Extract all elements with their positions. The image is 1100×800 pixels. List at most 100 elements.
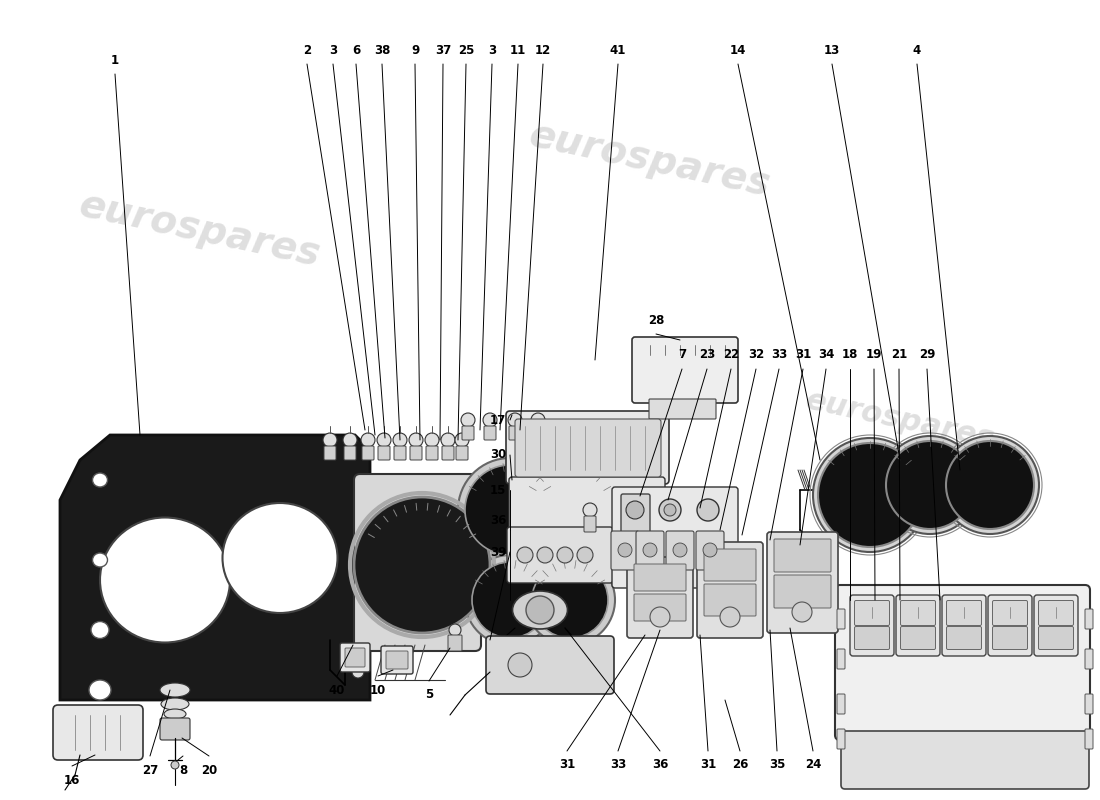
FancyBboxPatch shape <box>354 474 481 651</box>
Text: 17: 17 <box>490 414 506 426</box>
Text: 28: 28 <box>648 314 664 326</box>
FancyBboxPatch shape <box>1038 601 1074 626</box>
Circle shape <box>518 458 622 562</box>
Circle shape <box>644 543 657 557</box>
Circle shape <box>361 433 375 447</box>
Text: 36: 36 <box>652 758 668 771</box>
Text: 3: 3 <box>488 43 496 57</box>
FancyBboxPatch shape <box>448 635 462 651</box>
Polygon shape <box>60 435 370 700</box>
Circle shape <box>557 547 573 563</box>
Circle shape <box>818 443 922 547</box>
FancyBboxPatch shape <box>386 651 408 669</box>
FancyBboxPatch shape <box>426 446 438 460</box>
Ellipse shape <box>92 473 108 487</box>
FancyBboxPatch shape <box>901 601 935 626</box>
FancyBboxPatch shape <box>484 426 496 440</box>
Circle shape <box>409 433 424 447</box>
Text: 22: 22 <box>723 349 739 362</box>
FancyBboxPatch shape <box>896 595 940 656</box>
Text: 37: 37 <box>434 43 451 57</box>
Circle shape <box>425 433 439 447</box>
Ellipse shape <box>164 709 186 719</box>
FancyBboxPatch shape <box>1085 694 1093 714</box>
FancyBboxPatch shape <box>160 718 190 740</box>
FancyBboxPatch shape <box>584 516 596 532</box>
Circle shape <box>525 555 615 645</box>
Circle shape <box>170 761 179 769</box>
Circle shape <box>531 413 544 427</box>
Text: 21: 21 <box>891 349 908 362</box>
Text: 11: 11 <box>510 43 526 57</box>
FancyBboxPatch shape <box>610 531 639 570</box>
Circle shape <box>720 607 740 627</box>
FancyBboxPatch shape <box>486 636 614 694</box>
Circle shape <box>465 555 556 645</box>
Circle shape <box>455 433 469 447</box>
Text: 18: 18 <box>842 349 858 362</box>
FancyBboxPatch shape <box>1038 626 1074 650</box>
Ellipse shape <box>160 683 190 697</box>
Text: 8: 8 <box>179 763 187 777</box>
Circle shape <box>508 653 532 677</box>
Text: 36: 36 <box>490 514 506 526</box>
FancyBboxPatch shape <box>381 646 412 674</box>
FancyBboxPatch shape <box>456 446 468 460</box>
Circle shape <box>517 547 534 563</box>
Circle shape <box>946 441 1034 529</box>
Circle shape <box>650 607 670 627</box>
Text: 31: 31 <box>795 349 811 362</box>
Ellipse shape <box>513 591 568 629</box>
FancyBboxPatch shape <box>362 446 374 460</box>
Text: 35: 35 <box>769 758 785 771</box>
FancyBboxPatch shape <box>53 705 143 760</box>
Circle shape <box>525 465 615 555</box>
FancyBboxPatch shape <box>837 649 845 669</box>
Text: 33: 33 <box>609 758 626 771</box>
Text: 26: 26 <box>732 758 748 771</box>
FancyBboxPatch shape <box>532 426 544 440</box>
Text: 3: 3 <box>329 43 337 57</box>
Circle shape <box>578 547 593 563</box>
Circle shape <box>532 562 608 638</box>
FancyBboxPatch shape <box>340 643 370 672</box>
Circle shape <box>618 543 632 557</box>
FancyBboxPatch shape <box>704 584 756 616</box>
FancyBboxPatch shape <box>344 446 356 460</box>
FancyBboxPatch shape <box>842 731 1089 789</box>
FancyBboxPatch shape <box>621 494 650 538</box>
Text: eurospares: eurospares <box>76 186 324 274</box>
Text: 4: 4 <box>913 43 921 57</box>
Ellipse shape <box>161 698 189 710</box>
Text: 23: 23 <box>698 349 715 362</box>
Circle shape <box>483 413 497 427</box>
Text: 32: 32 <box>748 349 764 362</box>
Circle shape <box>881 436 979 534</box>
FancyBboxPatch shape <box>506 411 669 484</box>
FancyBboxPatch shape <box>946 626 981 650</box>
Circle shape <box>703 543 717 557</box>
Ellipse shape <box>91 622 109 638</box>
FancyBboxPatch shape <box>1085 609 1093 629</box>
FancyBboxPatch shape <box>696 531 724 570</box>
FancyBboxPatch shape <box>509 477 666 533</box>
Text: 34: 34 <box>817 349 834 362</box>
FancyBboxPatch shape <box>666 531 694 570</box>
Circle shape <box>626 501 644 519</box>
FancyBboxPatch shape <box>992 626 1027 650</box>
FancyBboxPatch shape <box>345 648 365 667</box>
Circle shape <box>886 441 974 529</box>
Text: 24: 24 <box>805 758 822 771</box>
FancyBboxPatch shape <box>855 601 890 626</box>
Circle shape <box>673 543 688 557</box>
Circle shape <box>441 433 455 447</box>
Circle shape <box>352 666 364 678</box>
FancyBboxPatch shape <box>507 527 613 583</box>
FancyBboxPatch shape <box>988 595 1032 656</box>
FancyBboxPatch shape <box>634 564 686 591</box>
Text: 31: 31 <box>700 758 716 771</box>
Text: 6: 6 <box>352 43 360 57</box>
FancyBboxPatch shape <box>324 446 336 460</box>
Circle shape <box>813 438 927 552</box>
Text: 25: 25 <box>458 43 474 57</box>
